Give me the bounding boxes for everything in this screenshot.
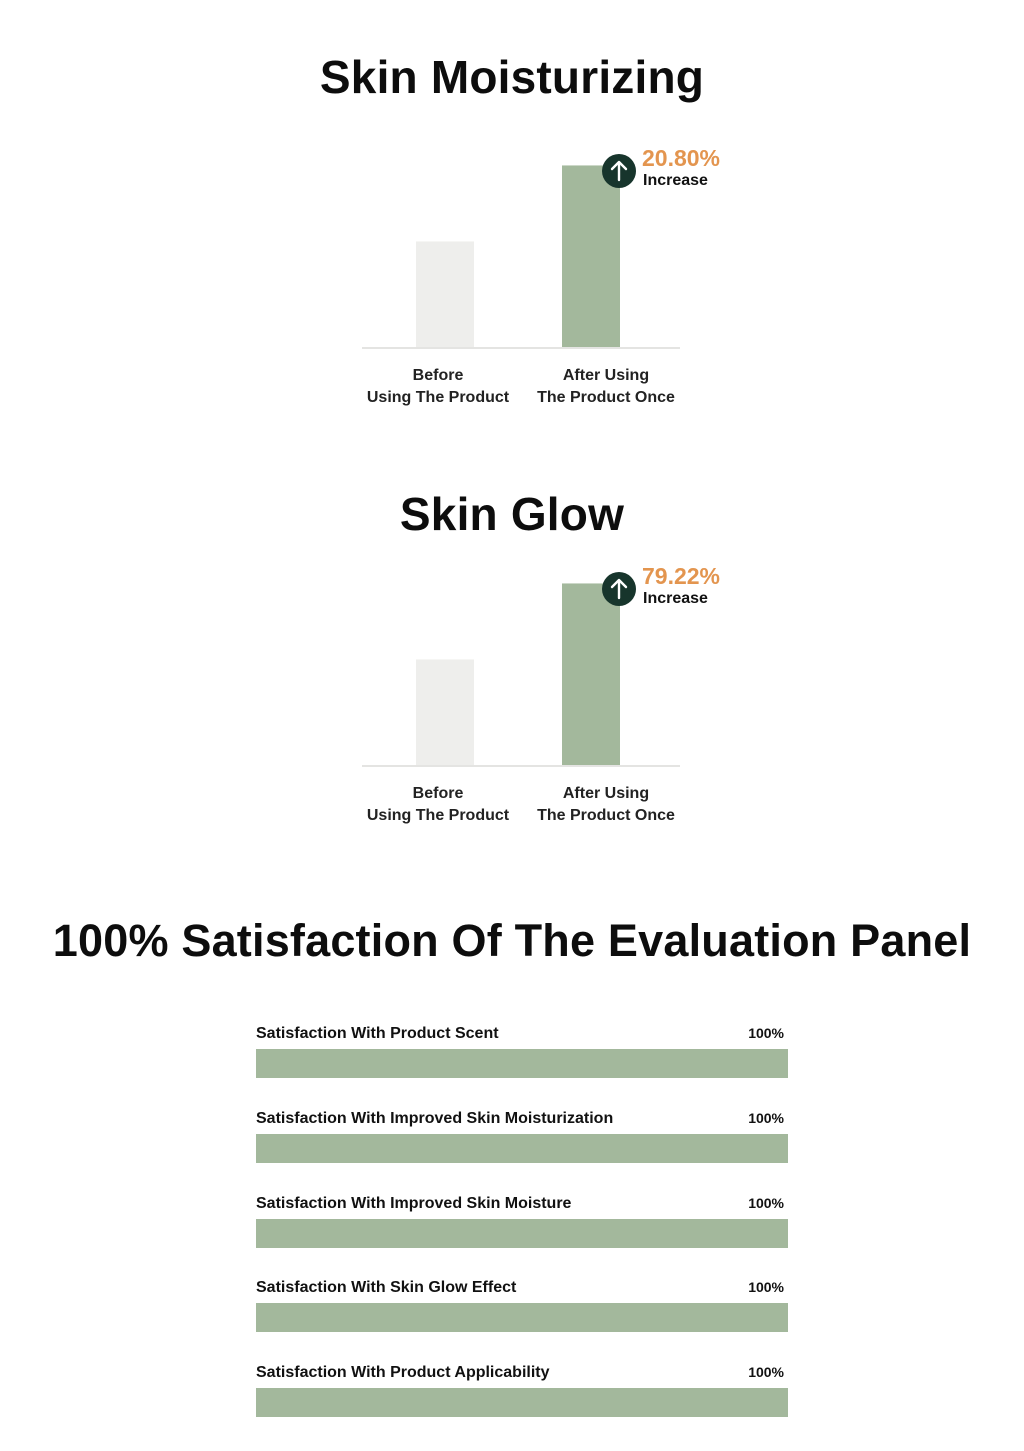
- satisfaction-label: Satisfaction With Product Scent: [256, 1025, 499, 1042]
- satisfaction-row: Satisfaction With Product Applicability 1…: [256, 1364, 788, 1424]
- satisfaction-row: Satisfaction With Improved Skin Moisturi…: [256, 1110, 788, 1170]
- satisfaction-track: [256, 1049, 788, 1078]
- satisfaction-track: [256, 1134, 788, 1163]
- bar-before: [416, 241, 474, 347]
- satisfaction-value: 100%: [748, 1195, 784, 1211]
- satisfaction-value: 100%: [748, 1364, 784, 1380]
- category-label-line: Before: [412, 367, 464, 384]
- category-label-line: After Using: [562, 367, 650, 384]
- category-label-after: After Using The Product Once: [526, 365, 686, 409]
- satisfaction-row: Satisfaction With Improved Skin Moisture…: [256, 1195, 788, 1255]
- satisfaction-track: [256, 1388, 788, 1417]
- satisfaction-label: Satisfaction With Product Applicability: [256, 1364, 550, 1381]
- arrow-up-icon: [602, 572, 636, 606]
- skin-glow-chart: 79.22% Increase Before Using The Product…: [340, 563, 760, 853]
- category-label-after: After Using The Product Once: [526, 783, 686, 827]
- bar-after: [562, 583, 620, 765]
- satisfaction-value: 100%: [748, 1110, 784, 1126]
- satisfaction-value: 100%: [748, 1279, 784, 1295]
- category-label-before: Before Using The Product: [358, 365, 518, 409]
- satisfaction-title: 100% Satisfaction Of The Evaluation Pane…: [52, 915, 972, 966]
- satisfaction-bar: [256, 1219, 788, 1248]
- skin-moisturizing-bars: [362, 165, 680, 349]
- satisfaction-label: Satisfaction With Skin Glow Effect: [256, 1279, 517, 1296]
- increase-percent: 20.80%: [642, 145, 721, 171]
- satisfaction-row: Satisfaction With Product Scent 100%: [256, 1025, 788, 1085]
- category-label-line: After Using: [562, 785, 650, 802]
- skin-moisturizing-chart: 20.80% Increase Before Using The Product…: [340, 145, 760, 435]
- satisfaction-track: [256, 1219, 788, 1248]
- category-label-before: Before Using The Product: [358, 783, 518, 827]
- bar-after: [562, 165, 620, 347]
- category-label-line: Using The Product: [366, 807, 510, 824]
- arrow-up-icon: [602, 154, 636, 188]
- satisfaction-track: [256, 1303, 788, 1332]
- satisfaction-label: Satisfaction With Improved Skin Moisture: [256, 1195, 572, 1212]
- category-label-line: The Product Once: [537, 389, 675, 406]
- category-label-line: Using The Product: [366, 389, 510, 406]
- satisfaction-bar: [256, 1134, 788, 1163]
- satisfaction-label: Satisfaction With Improved Skin Moisturi…: [256, 1110, 614, 1127]
- increase-percent: 79.22%: [642, 563, 721, 589]
- satisfaction-value: 100%: [748, 1025, 784, 1041]
- category-label-line: The Product Once: [537, 807, 675, 824]
- satisfaction-bar: [256, 1388, 788, 1417]
- category-label-line: Before: [412, 785, 464, 802]
- skin-glow-bars: [362, 583, 680, 767]
- increase-label: Increase: [643, 172, 708, 189]
- skin-moisturizing-title: Skin Moisturizing: [319, 51, 705, 103]
- skin-glow-title: Skin Glow: [399, 488, 625, 540]
- bar-before: [416, 659, 474, 765]
- increase-label: Increase: [643, 590, 708, 607]
- satisfaction-row: Satisfaction With Skin Glow Effect 100%: [256, 1279, 788, 1339]
- satisfaction-bar: [256, 1303, 788, 1332]
- satisfaction-bar: [256, 1049, 788, 1078]
